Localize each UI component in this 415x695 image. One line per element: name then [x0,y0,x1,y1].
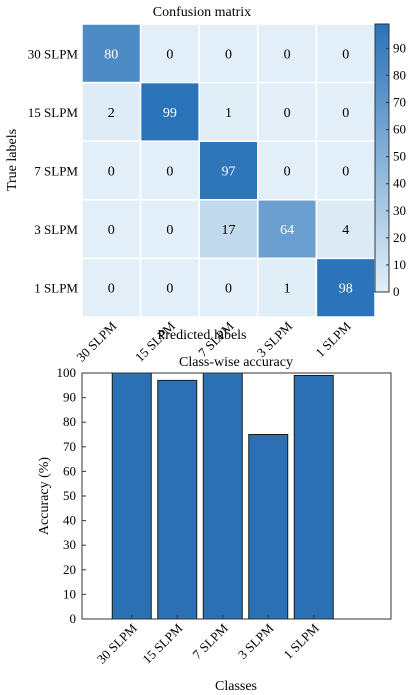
colorbar-tick-label: 0 [393,284,400,299]
confusion-cell [315,199,376,260]
confusion-cell-value: 0 [108,282,115,297]
accuracy-ytick-label: 50 [63,488,76,503]
confusion-cell-value: 0 [284,165,291,180]
colorbar-tick-label: 80 [393,67,406,82]
confusion-cell [81,23,142,84]
accuracy-ytick-label: 70 [63,439,76,454]
confusion-xtick-label: 3 SLPM [254,318,296,360]
accuracy-xtick-label: 3 SLPM [235,620,277,662]
confusion-matrix-title: Confusion matrix [153,5,251,20]
colorbar: 0 10 20 30 40 50 60 70 80 90 [374,23,406,299]
confusion-cell-value: 0 [342,165,349,180]
accuracy-ytick-label: 0 [70,611,77,626]
confusion-cell-value: 80 [104,47,118,62]
confusion-xtick-label: 30 SLPM [73,318,119,364]
confusion-cell-value: 0 [166,47,173,62]
confusion-cell [257,140,318,201]
confusion-ytick-label: 3 SLPM [34,222,78,237]
confusion-matrix-xlabel: Predicted labels [157,328,246,343]
confusion-cell-value: 0 [225,282,232,297]
colorbar-tick-label: 40 [393,176,406,191]
accuracy-ylabel: Accuracy (%) [37,457,52,535]
confusion-matrix-ylabel: True labels [5,129,20,191]
colorbar-gradient [374,23,390,293]
colorbar-tick-label: 20 [393,230,406,245]
accuracy-xtick-label: 30 SLPM [94,620,140,666]
confusion-ytick-label: 15 SLPM [28,105,79,120]
accuracy-plot-frame [81,372,392,620]
confusion-cell-value: 0 [342,106,349,121]
confusion-cell-value: 0 [284,106,291,121]
colorbar-tick-label: 50 [393,149,406,164]
confusion-cell [139,140,200,201]
confusion-cell-value: 0 [284,47,291,62]
accuracy-title: Class-wise accuracy [179,355,293,370]
accuracy-bar [111,372,152,620]
confusion-cell [81,81,142,142]
confusion-xtick-label: 1 SLPM [312,318,354,360]
confusion-cell-value: 0 [225,47,232,62]
accuracy-bar [202,372,243,620]
colorbar-tick-label: 90 [393,40,406,55]
accuracy-bar [293,374,334,620]
colorbar-tick-label: 70 [393,95,406,110]
confusion-cell [198,257,259,318]
confusion-cell [81,257,142,318]
accuracy-xtick-label: 7 SLPM [189,620,231,662]
confusion-cell [257,199,318,260]
confusion-cell [198,81,259,142]
confusion-cell-value: 0 [166,165,173,180]
confusion-cell-value: 4 [342,223,349,238]
accuracy-ytick-label: 100 [57,365,77,380]
confusion-ytick-label: 30 SLPM [28,46,79,61]
confusion-ytick-label: 1 SLPM [34,281,78,296]
confusion-cell-value: 0 [108,165,115,180]
accuracy-ytick-label: 60 [63,463,76,478]
accuracy-ytick-label: 40 [63,513,76,528]
confusion-cell-value: 98 [339,282,353,297]
confusion-cell-value: 1 [225,106,232,121]
confusion-cell-value: 99 [163,106,177,121]
accuracy-ytick-label: 10 [63,586,76,601]
colorbar-tick-label: 60 [393,122,406,137]
confusion-matrix-chart: Confusion matrix 80 0 0 0 02 99 1 0 00 0 97 0 00 0 17 6… [5,5,406,365]
accuracy-ytick-label: 90 [63,390,76,405]
confusion-ytick-label: 7 SLPM [34,164,78,179]
accuracy-ytick-label: 30 [63,537,76,552]
confusion-cell [198,199,259,260]
accuracy-bar-chart: Class-wise accuracy 0 10 20 30 40 50 60 70 80 90 1… [37,355,392,694]
confusion-cell [315,81,376,142]
confusion-cell-value: 64 [280,223,294,238]
confusion-cell-value: 2 [108,106,115,121]
confusion-cell-value: 17 [222,223,236,238]
accuracy-xtick-label: 1 SLPM [280,620,322,662]
accuracy-xlabel: Classes [215,679,257,694]
colorbar-tick-label: 10 [393,257,406,272]
accuracy-bar [248,434,289,620]
confusion-cell [81,199,142,260]
confusion-cell [139,257,200,318]
accuracy-ytick-label: 80 [63,414,76,429]
confusion-cell [315,257,376,318]
confusion-cell-value: 0 [166,282,173,297]
colorbar-tick-label: 30 [393,203,406,218]
accuracy-ytick-label: 20 [63,562,76,577]
confusion-cell-value: 0 [108,223,115,238]
confusion-cell [139,199,200,260]
confusion-cell [139,23,200,84]
accuracy-bar [157,379,198,620]
confusion-cell-value: 0 [342,47,349,62]
accuracy-xtick-label: 15 SLPM [139,620,185,666]
confusion-cell-value: 0 [166,223,173,238]
confusion-cell-value: 1 [284,282,291,297]
confusion-cell-value: 97 [222,165,236,180]
